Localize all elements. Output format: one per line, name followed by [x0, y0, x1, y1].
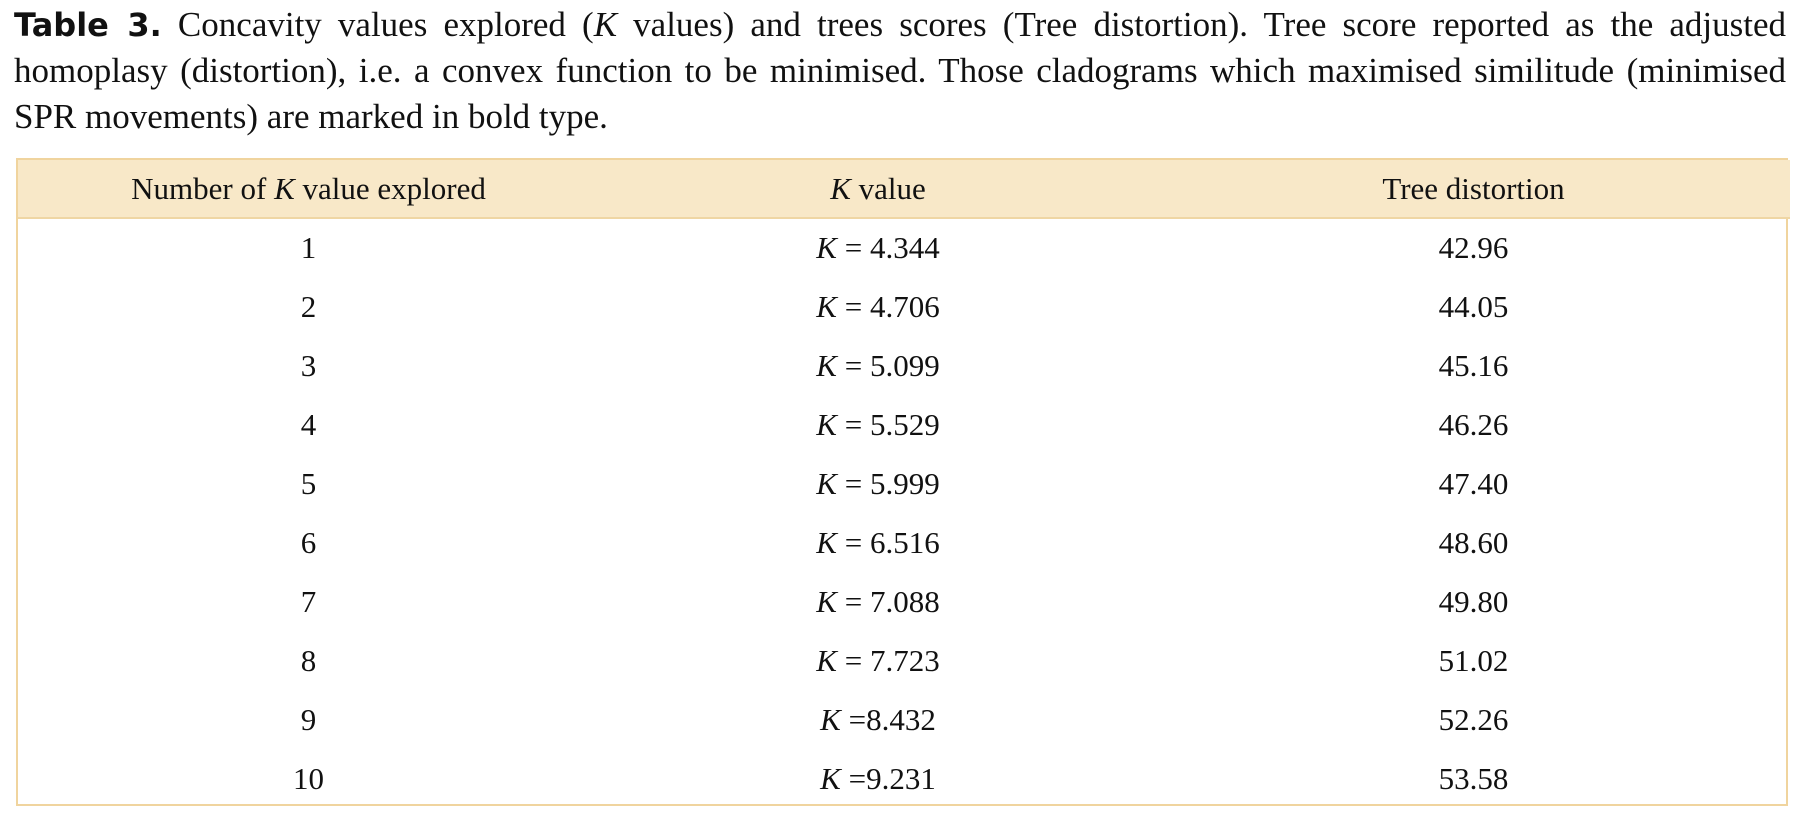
data-table-container: Number of K value explored K value Tree … [16, 158, 1790, 808]
cell-k-count: 2 [300, 288, 317, 324]
cell-k-count: 8 [300, 642, 317, 678]
cell-tree-distortion: 52.26 [1438, 701, 1509, 737]
cell-k-value: K = 6.516 [816, 524, 940, 560]
cell-k-count: 6 [300, 524, 317, 560]
caption-label: Table 3. [14, 6, 162, 44]
data-table: Number of K value explored K value Tree … [18, 160, 1790, 808]
cell-tree-distortion: 42.96 [1438, 230, 1509, 265]
table-row: 8 K = 7.723 51.02 [18, 631, 1790, 690]
cell-tree-distortion: 48.60 [1438, 524, 1509, 560]
cell-tree-distortion: 53.58 [1438, 760, 1509, 796]
cell-k-count: 3 [300, 347, 317, 383]
cell-k-count: 10 [293, 760, 324, 796]
header-tree-distortion: Tree distortion [1382, 170, 1565, 206]
cell-tree-distortion: 44.05 [1438, 288, 1509, 324]
cell-tree-distortion: 47.40 [1438, 465, 1509, 501]
table-body: 1 K = 4.344 42.96 2 K = 4.706 44.05 3 K = 5.0… [18, 218, 1790, 808]
table-row: 5 K = 5.999 47.40 [18, 454, 1790, 513]
header-k-count: Number of K value explored [131, 170, 486, 206]
table-row: 7 K = 7.088 49.80 [18, 572, 1790, 631]
table-row: 6 K = 6.516 48.60 [18, 513, 1790, 572]
table-header: Number of K value explored K value Tree … [18, 160, 1790, 218]
cell-k-value: K = 5.529 [816, 406, 940, 442]
cell-k-value: K = 4.344 [816, 230, 940, 265]
table-row: 1 K = 4.344 42.96 [18, 218, 1790, 277]
table-caption: Table 3. Concavity values explored (K va… [14, 2, 1786, 140]
header-row: Number of K value explored K value Tree … [18, 160, 1790, 218]
cell-tree-distortion: 46.26 [1438, 406, 1509, 442]
cell-k-value: K =8.432 [820, 701, 936, 737]
table-row: 2 K = 4.706 44.05 [18, 277, 1790, 336]
cell-k-value: K = 7.723 [816, 642, 940, 678]
cell-k-value: K = 5.999 [816, 465, 940, 501]
cell-k-value: K = 4.706 [816, 288, 940, 324]
cell-k-count: 1 [300, 230, 317, 265]
cell-tree-distortion: 51.02 [1438, 642, 1509, 678]
cell-k-value: K = 7.088 [816, 583, 940, 619]
cell-k-count: 5 [300, 465, 317, 501]
cell-tree-distortion: 49.80 [1438, 583, 1509, 619]
cell-k-value: K = 5.099 [816, 347, 940, 383]
cell-k-count: 7 [300, 583, 317, 619]
table-row: 3 K = 5.099 45.16 [18, 336, 1790, 395]
caption-text: Concavity values explored (K values) and… [14, 5, 1786, 136]
table-row: 10 K =9.231 53.58 [18, 749, 1790, 808]
cell-tree-distortion: 45.16 [1438, 347, 1509, 383]
cell-k-value: K =9.231 [820, 760, 936, 796]
cell-k-count: 4 [300, 406, 317, 442]
table-row: 9 K =8.432 52.26 [18, 690, 1790, 749]
header-k-value: K value [830, 170, 926, 206]
cell-k-count: 9 [300, 701, 317, 737]
table-row: 4 K = 5.529 46.26 [18, 395, 1790, 454]
